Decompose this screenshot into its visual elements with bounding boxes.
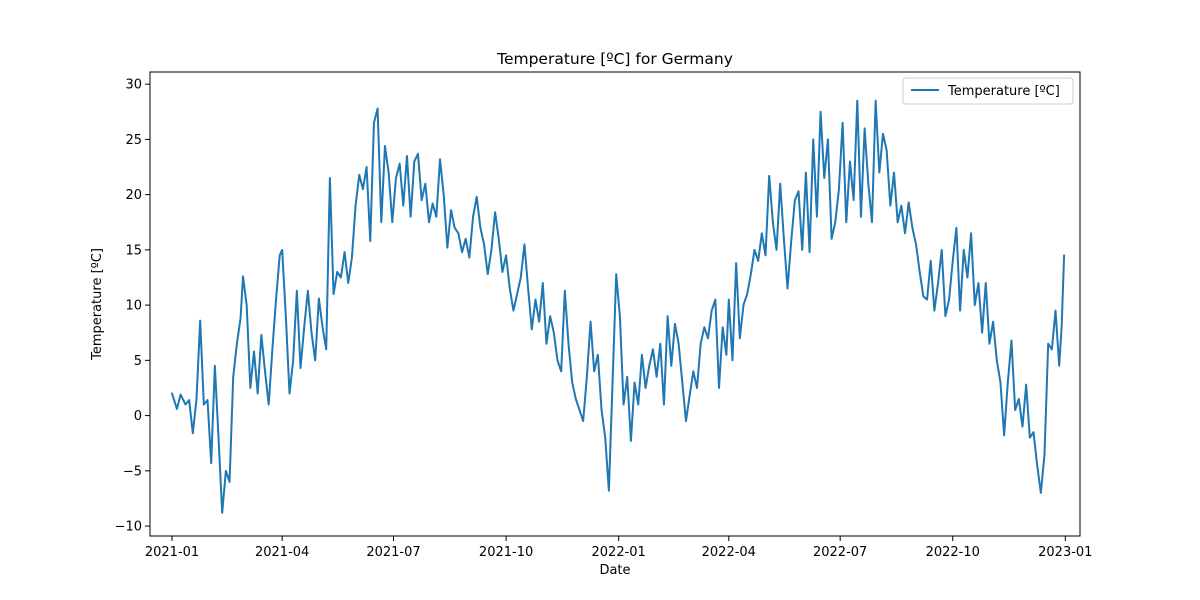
y-tick-label: 10 <box>125 299 142 314</box>
x-tick-label: 2022-01 <box>592 545 646 560</box>
legend-box <box>902 77 1074 105</box>
x-axis-label: Date <box>599 563 630 578</box>
x-tick-label: 2022-04 <box>702 545 756 560</box>
y-tick-label: 20 <box>125 188 142 203</box>
y-tick-label: 25 <box>125 133 142 148</box>
y-tick-label: 30 <box>125 78 142 93</box>
axes-frame <box>149 71 1081 537</box>
y-axis-ticks: −10 −5 0 5 10 15 20 25 30 <box>115 78 150 535</box>
chart-title: Temperature [ºC] for Germany <box>496 50 733 68</box>
legend-label: Temperature [ºC] <box>947 84 1060 99</box>
axes-border <box>149 71 1081 537</box>
x-tick-label: 2022-07 <box>813 545 867 560</box>
x-tick-label: 2023-01 <box>1038 545 1092 560</box>
x-axis-ticks: 2021-01 2021-04 2021-07 2021-10 2022-01 2022-… <box>145 536 1092 560</box>
x-tick-label: 2021-10 <box>479 545 533 560</box>
y-tick-label: 0 <box>134 409 142 424</box>
y-axis-label: Temperature [ºC] <box>90 248 105 361</box>
y-tick-label: −5 <box>123 464 142 479</box>
x-tick-label: 2022-10 <box>926 545 980 560</box>
x-tick-label: 2021-01 <box>145 545 199 560</box>
x-tick-label: 2021-04 <box>255 545 309 560</box>
y-tick-label: 5 <box>134 354 142 369</box>
legend: Temperature [ºC] <box>902 77 1074 105</box>
y-tick-label: 15 <box>125 243 142 258</box>
y-tick-label: −10 <box>115 520 142 535</box>
x-tick-label: 2021-07 <box>366 545 420 560</box>
plot-area <box>171 99 1066 514</box>
temperature-series-line <box>171 99 1066 514</box>
